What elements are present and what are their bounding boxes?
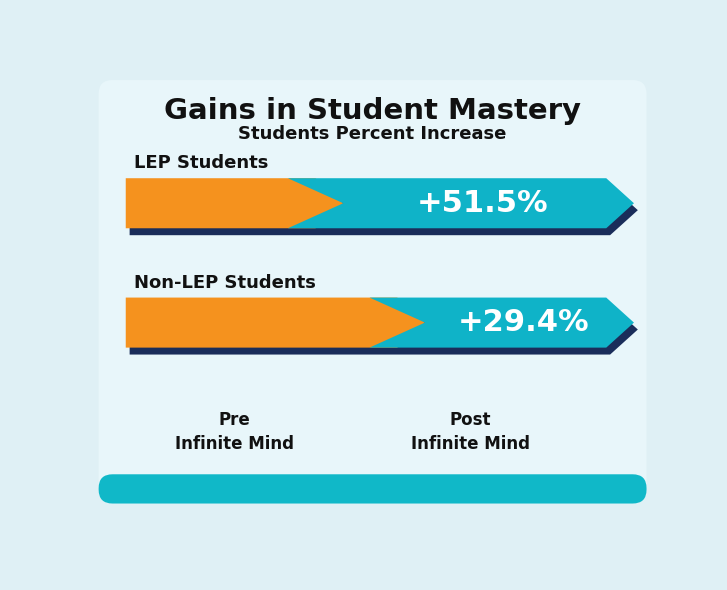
Text: Non-LEP Students: Non-LEP Students: [134, 274, 316, 291]
Polygon shape: [369, 297, 634, 348]
Text: Post
Infinite Mind: Post Infinite Mind: [411, 411, 530, 453]
FancyBboxPatch shape: [99, 474, 646, 503]
Polygon shape: [288, 178, 634, 228]
Text: +51.5%: +51.5%: [417, 189, 548, 218]
Text: +29.4%: +29.4%: [457, 308, 589, 337]
Polygon shape: [129, 304, 638, 355]
FancyBboxPatch shape: [99, 80, 646, 503]
Text: Gains in Student Mastery: Gains in Student Mastery: [164, 97, 581, 125]
Text: Pre
Infinite Mind: Pre Infinite Mind: [174, 411, 294, 453]
Text: Students Percent Increase: Students Percent Increase: [238, 125, 507, 143]
Polygon shape: [126, 178, 343, 228]
Text: LEP Students: LEP Students: [134, 154, 268, 172]
Polygon shape: [129, 185, 638, 235]
Polygon shape: [126, 297, 425, 348]
